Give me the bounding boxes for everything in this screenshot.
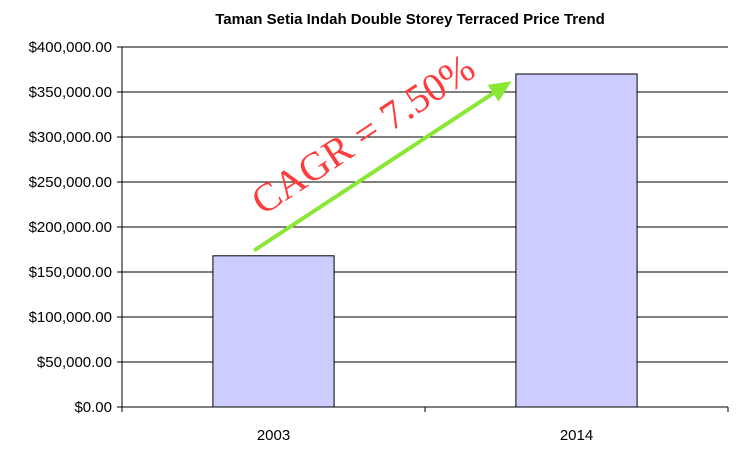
y-tick-label: $150,000.00	[29, 264, 112, 281]
cagr-annotation: CAGR = 7.50%	[243, 45, 512, 252]
y-tick-label: $400,000.00	[29, 39, 112, 56]
x-tick-labels: 2003 2014	[257, 427, 593, 444]
x-tick-label: 2003	[257, 427, 290, 444]
bar-2014	[515, 73, 638, 408]
y-tick-label: $250,000.00	[29, 174, 112, 191]
y-tick-label: $0.00	[74, 399, 112, 416]
x-tick-label: 2014	[560, 427, 593, 444]
cagr-arrow-shaft	[253, 91, 496, 252]
y-tick-label: $200,000.00	[29, 219, 112, 236]
axes	[117, 46, 729, 412]
y-tick-label: $50,000.00	[37, 354, 112, 371]
y-tick-label: $100,000.00	[29, 309, 112, 326]
chart-title: Taman Setia Indah Double Storey Terraced…	[215, 11, 605, 28]
y-tick-labels: $0.00 $50,000.00 $100,000.00 $150,000.00 $20…	[29, 39, 112, 416]
cagr-arrow-head	[487, 81, 512, 102]
bar-2003	[212, 255, 335, 408]
y-tick-label: $300,000.00	[29, 129, 112, 146]
y-tick-label: $350,000.00	[29, 84, 112, 101]
bars	[212, 73, 638, 408]
cagr-label: CAGR = 7.50%	[243, 45, 482, 224]
